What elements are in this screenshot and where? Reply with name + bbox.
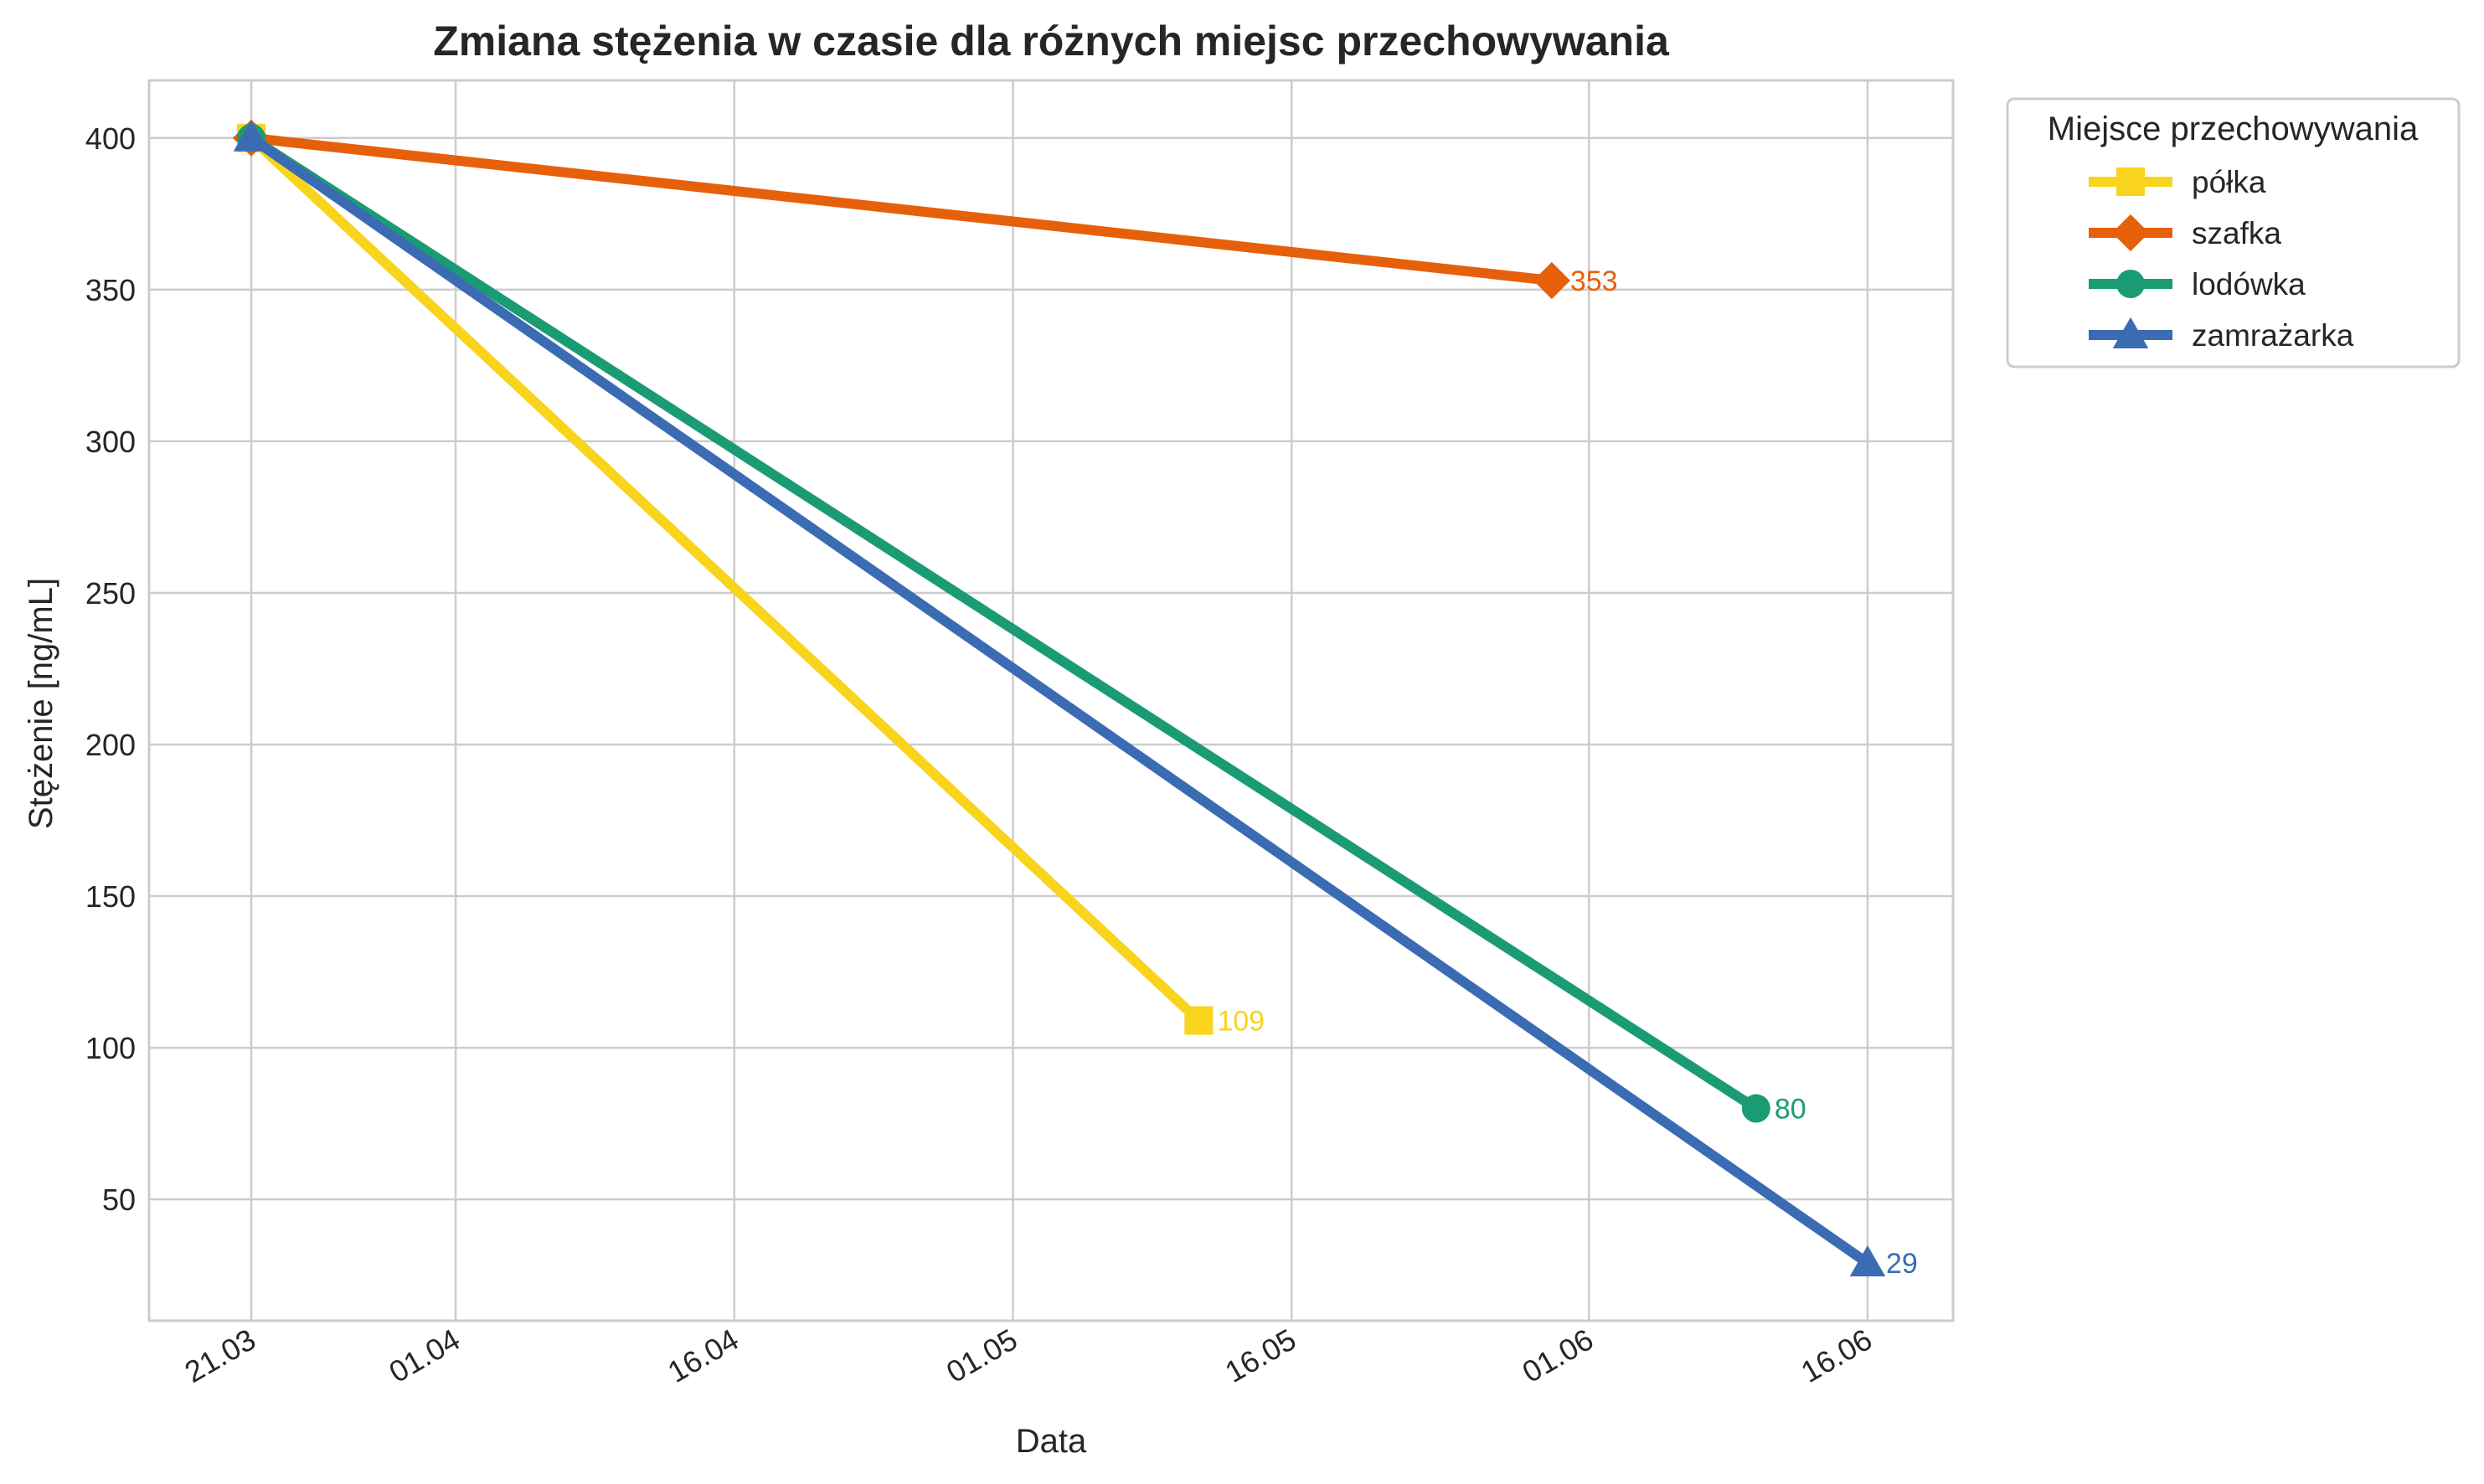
legend-label: półka	[2192, 165, 2266, 199]
x-tick-label: 16.04	[662, 1322, 745, 1389]
legend-item: szafka	[2089, 214, 2281, 252]
legend-marker	[2112, 317, 2149, 348]
x-tick-label: 01.05	[941, 1322, 1023, 1389]
x-tick-label: 21.03	[178, 1322, 261, 1389]
end-value-label: 109	[1217, 1006, 1265, 1038]
y-tick-label: 150	[85, 879, 136, 914]
x-axis-label: Data	[1016, 1423, 1087, 1460]
legend-marker	[2111, 214, 2150, 252]
legend-item: lodówka	[2089, 267, 2306, 301]
legend-item: zamrażarka	[2089, 317, 2354, 353]
data-point	[1533, 261, 1570, 300]
legend-label: lodówka	[2192, 267, 2306, 301]
x-tick-label: 16.05	[1219, 1322, 1302, 1389]
x-tick-label: 16.06	[1795, 1322, 1878, 1389]
end-value-label: 80	[1775, 1094, 1806, 1126]
legend-label: zamrażarka	[2192, 318, 2354, 353]
end-value-label: 29	[1886, 1248, 1918, 1280]
legend-box	[2006, 97, 2461, 368]
legend-marker	[2116, 167, 2145, 196]
plot-frame	[147, 79, 1955, 1322]
y-tick-label: 100	[85, 1031, 136, 1065]
plot-area: 50 100 150 200 250 300 350 400 21.03 01.04 16.04 01…	[85, 79, 1955, 1389]
legend: Miejsce przechowywania półka szafka lodówka…	[2006, 97, 2461, 368]
series-line	[246, 132, 1761, 1114]
x-tick-label: 01.04	[384, 1322, 466, 1389]
data-point	[1184, 1006, 1214, 1035]
y-tick-label: 350	[85, 273, 136, 307]
series-line	[246, 132, 1557, 286]
series-line	[246, 132, 1873, 1269]
legend-title: Miejsce przechowywania	[2048, 111, 2419, 147]
legend-marker	[2116, 270, 2145, 298]
end-value-label: 353	[1570, 265, 1618, 297]
y-tick-label: 400	[85, 121, 136, 156]
data-point	[233, 120, 270, 152]
data-point	[1741, 1094, 1770, 1123]
y-tick-label: 300	[85, 425, 136, 459]
legend-label: szafka	[2192, 216, 2281, 250]
data-point	[1849, 1244, 1886, 1277]
series-4: 29	[233, 120, 1918, 1280]
series-line	[246, 132, 1204, 1026]
y-axis-label: Stężenie [ng/mL]	[23, 578, 59, 829]
y-tick-label: 50	[102, 1183, 136, 1217]
x-tick-label: 01.06	[1517, 1322, 1600, 1389]
y-tick-label: 200	[85, 728, 136, 762]
y-tick-label: 250	[85, 576, 136, 611]
legend-item: półka	[2089, 165, 2266, 199]
chart-title: Zmiana stężenia w czasie dla różnych mie…	[433, 18, 1670, 64]
